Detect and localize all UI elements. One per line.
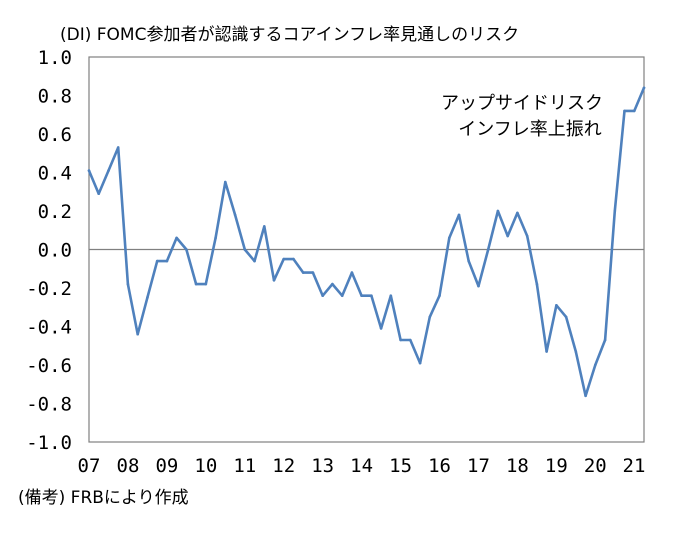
y-tick-label: -1.0 xyxy=(26,432,72,454)
data-point xyxy=(272,279,276,282)
data-point xyxy=(428,315,432,319)
data-point xyxy=(350,271,354,274)
x-tick-label: 10 xyxy=(194,455,217,477)
data-point xyxy=(370,294,373,298)
data-point xyxy=(516,211,519,215)
x-tick-label: 17 xyxy=(467,455,490,477)
x-tick-label: 18 xyxy=(506,455,529,477)
data-point xyxy=(594,363,597,367)
data-point xyxy=(331,282,334,286)
data-point xyxy=(107,169,110,172)
y-tick-label: 0.2 xyxy=(38,201,72,223)
data-point xyxy=(126,282,130,286)
data-point xyxy=(175,236,178,240)
data-point xyxy=(204,282,208,286)
data-point xyxy=(633,109,636,113)
data-point xyxy=(584,394,587,398)
data-point xyxy=(360,294,363,298)
data-point xyxy=(185,248,188,251)
data-point xyxy=(642,86,646,90)
annotation-line-2: インフレ率上振れ xyxy=(458,119,601,140)
data-point xyxy=(243,248,247,251)
data-point xyxy=(496,209,500,213)
y-tick-label: 0.0 xyxy=(38,240,72,262)
data-point xyxy=(477,284,480,288)
data-point xyxy=(340,294,344,298)
series-line xyxy=(87,86,646,398)
y-tick-label: -0.4 xyxy=(26,317,72,339)
x-axis-ticks: 07 08 09 10 11 12 13 14 15 16 17 18 19 20 21 xyxy=(78,455,646,477)
data-point xyxy=(136,332,139,336)
data-point xyxy=(292,257,295,261)
data-point xyxy=(321,294,325,298)
y-tick-label: -0.2 xyxy=(26,278,72,300)
x-tick-label: 21 xyxy=(623,455,646,477)
data-point xyxy=(155,259,159,263)
data-point xyxy=(448,236,451,240)
x-tick-label: 16 xyxy=(428,455,451,477)
data-point xyxy=(301,271,305,274)
data-point xyxy=(438,294,441,298)
data-point xyxy=(389,294,393,298)
x-tick-label: 20 xyxy=(584,455,607,477)
data-point xyxy=(525,234,529,238)
y-tick-label: 0.8 xyxy=(38,86,72,108)
data-point xyxy=(574,350,578,353)
data-point xyxy=(253,259,256,263)
data-point xyxy=(623,109,626,113)
x-tick-label: 12 xyxy=(272,455,295,477)
source-note: (備考) FRBにより作成 xyxy=(18,488,189,508)
data-points xyxy=(87,86,646,398)
x-tick-label: 14 xyxy=(350,455,373,477)
x-tick-label: 13 xyxy=(311,455,334,477)
data-point xyxy=(233,213,237,217)
data-point xyxy=(165,259,169,263)
y-axis-ticks: 1.0 0.8 0.6 0.4 0.2 0.0 -0.2 -0.4 -0.6 -0.8 -1.0 xyxy=(26,47,72,454)
data-point xyxy=(555,304,558,307)
y-tick-label: -0.8 xyxy=(26,394,72,416)
x-tick-label: 08 xyxy=(117,455,140,477)
data-point xyxy=(224,180,227,184)
data-point xyxy=(214,236,217,240)
x-tick-label: 09 xyxy=(155,455,178,477)
data-point xyxy=(603,338,607,342)
data-point xyxy=(613,209,617,213)
y-tick-label: 0.6 xyxy=(38,124,72,146)
data-point xyxy=(486,248,490,251)
data-point xyxy=(506,234,510,238)
data-point xyxy=(194,282,198,286)
data-point xyxy=(545,350,548,353)
data-point xyxy=(418,361,422,365)
y-tick-label: -0.6 xyxy=(26,355,72,377)
y-tick-label: 0.4 xyxy=(38,163,72,185)
x-tick-label: 07 xyxy=(78,455,101,477)
data-point xyxy=(282,257,286,261)
data-point xyxy=(146,296,149,299)
data-point xyxy=(87,169,91,172)
data-point xyxy=(263,225,266,228)
data-point xyxy=(379,327,383,330)
data-point xyxy=(535,282,539,286)
x-tick-label: 11 xyxy=(233,455,256,477)
annotation-line-1: アップサイドリスク xyxy=(441,93,603,114)
data-point xyxy=(97,192,100,195)
data-point xyxy=(409,338,412,342)
y-tick-label: 1.0 xyxy=(38,47,72,69)
chart-title: (DI) FOMC参加者が認識するコアインフレ率見通しのリスク xyxy=(60,25,519,45)
data-point xyxy=(564,315,568,319)
x-tick-label: 19 xyxy=(545,455,568,477)
x-tick-label: 15 xyxy=(389,455,412,477)
data-point xyxy=(399,338,402,342)
data-point xyxy=(467,259,471,263)
data-point xyxy=(457,213,461,217)
data-point xyxy=(311,271,315,274)
data-point xyxy=(116,146,120,149)
